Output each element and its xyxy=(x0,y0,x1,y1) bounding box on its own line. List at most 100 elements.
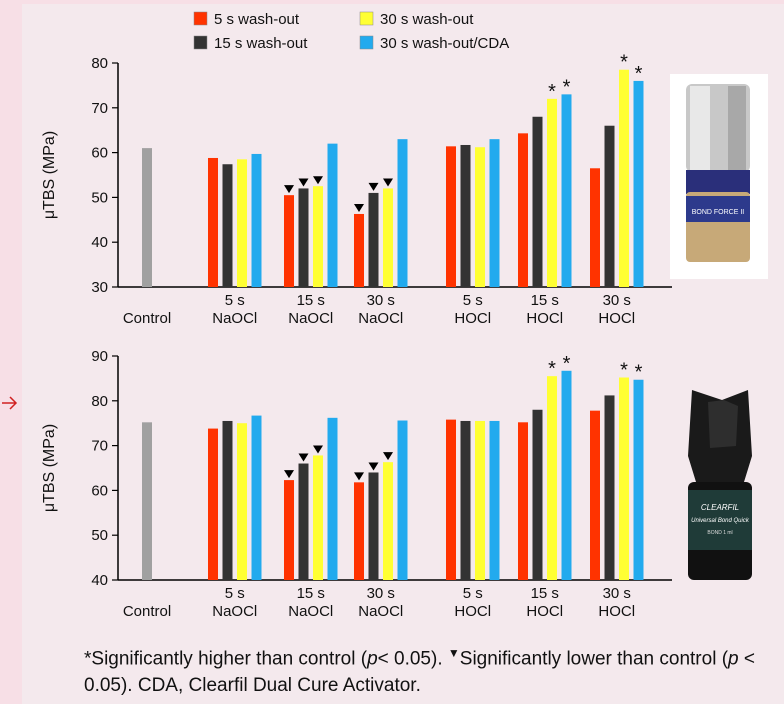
lower-than-control-marker xyxy=(368,182,379,191)
triangle-symbol: ▼ xyxy=(447,646,460,660)
y-axis-label: μTBS (MPa) xyxy=(41,131,58,219)
red-arrow-icon xyxy=(2,396,18,410)
bar xyxy=(489,139,500,287)
bar xyxy=(561,370,572,580)
bar xyxy=(532,116,543,287)
bar-control xyxy=(142,148,152,287)
x-category-label: Control xyxy=(123,603,171,620)
lower-than-control-marker xyxy=(383,178,393,187)
lower-than-control-marker xyxy=(383,452,393,461)
caption-tri-text-2: < 0.05). CDA, Clearfil Dual Cure Activat… xyxy=(84,648,755,697)
y-tick-label: 40 xyxy=(91,572,108,589)
y-tick-label: 90 xyxy=(91,348,108,365)
bar xyxy=(383,188,393,287)
x-category-label-line2: NaOCl xyxy=(288,603,333,620)
bar xyxy=(475,420,485,580)
lower-than-control-marker xyxy=(313,445,323,454)
higher-than-control-marker: * xyxy=(563,76,571,98)
y-tick-label: 60 xyxy=(91,482,108,499)
bar xyxy=(222,164,233,287)
bar xyxy=(475,147,485,287)
x-category-label-line1: 15 s xyxy=(297,292,325,309)
bar xyxy=(633,379,644,580)
x-category-label-line2: NaOCl xyxy=(288,310,333,327)
caption-p: p xyxy=(367,648,378,670)
y-tick-label: 80 xyxy=(91,55,108,72)
lower-than-control-marker xyxy=(298,453,309,462)
bar xyxy=(237,423,247,580)
bar xyxy=(327,143,338,287)
higher-than-control-marker: * xyxy=(635,362,643,384)
bottle-label-line2: Universal Bond Quick xyxy=(691,518,750,524)
caption-star-text: Significantly higher than control ( xyxy=(91,648,368,670)
bar xyxy=(547,98,557,287)
caption-p-2: p xyxy=(728,648,739,670)
caption-star-text-2: < 0.05). xyxy=(377,648,448,670)
y-tick-label: 50 xyxy=(91,527,108,544)
legend-swatch xyxy=(193,35,208,50)
bottle-label-text: BOND FORCE II xyxy=(692,209,745,216)
higher-than-control-marker: * xyxy=(620,360,628,382)
lower-than-control-marker xyxy=(284,185,294,194)
bar xyxy=(208,428,218,580)
bar-control xyxy=(142,422,152,580)
bottle-label-line1: CLEARFIL xyxy=(701,503,739,512)
bar xyxy=(284,480,294,580)
higher-than-control-marker: * xyxy=(620,52,628,74)
x-category-label-line2: HOCl xyxy=(454,603,491,620)
bar xyxy=(532,409,543,580)
higher-than-control-marker: * xyxy=(548,81,556,103)
x-category-label-line1: 5 s xyxy=(463,292,483,309)
legend-label: 5 s wash-out xyxy=(214,11,300,28)
caption-tri-text: Significantly lower than control ( xyxy=(459,648,729,670)
bar xyxy=(284,195,294,287)
y-axis-label: μTBS (MPa) xyxy=(41,424,58,512)
lower-than-control-marker xyxy=(354,203,364,212)
figure-panel: 5 s wash-out 15 s wash-out 30 s wash-out 30… xyxy=(22,4,784,704)
legend-swatch xyxy=(359,11,374,26)
x-category-label-line1: 30 s xyxy=(367,292,395,309)
bar xyxy=(518,133,528,287)
bar xyxy=(547,376,557,580)
higher-than-control-marker: * xyxy=(548,358,556,380)
bar xyxy=(327,417,338,580)
x-category-label-line1: 30 s xyxy=(603,292,631,309)
bar xyxy=(460,144,471,287)
lower-than-control-marker xyxy=(368,462,379,471)
x-category-label-line1: 5 s xyxy=(463,585,483,602)
bar xyxy=(619,69,629,287)
x-category-label-line2: NaOCl xyxy=(212,310,257,327)
x-category-label-line2: NaOCl xyxy=(358,603,403,620)
bar-chart-figure: 5 s wash-out 15 s wash-out 30 s wash-out 30… xyxy=(41,11,672,620)
higher-than-control-marker: * xyxy=(635,63,643,85)
bottle-label-line3: BOND 1 ml xyxy=(707,530,732,536)
bar xyxy=(383,462,393,580)
x-category-label-line2: NaOCl xyxy=(358,310,403,327)
legend-label: 30 s wash-out/CDA xyxy=(380,35,509,52)
bar xyxy=(397,139,408,287)
x-category-label-line1: 15 s xyxy=(531,585,559,602)
bar xyxy=(313,186,323,287)
x-category-label-line2: HOCl xyxy=(598,603,635,620)
lower-than-control-marker xyxy=(313,176,323,185)
higher-than-control-marker: * xyxy=(563,353,571,375)
bar xyxy=(298,463,309,580)
bar xyxy=(460,420,471,580)
x-category-label-line2: HOCl xyxy=(598,310,635,327)
x-category-label-line2: NaOCl xyxy=(212,603,257,620)
lower-than-control-marker xyxy=(298,178,309,187)
legend-label: 15 s wash-out xyxy=(214,35,308,52)
y-tick-label: 70 xyxy=(91,438,108,455)
lower-than-control-marker xyxy=(284,470,294,479)
bar xyxy=(208,157,218,287)
bar xyxy=(518,422,528,580)
bond-force-bottle-image: BOND FORCE II xyxy=(670,74,768,279)
y-tick-label: 70 xyxy=(91,100,108,117)
legend-swatch xyxy=(193,11,208,26)
bar xyxy=(604,125,615,287)
x-category-label-line1: 15 s xyxy=(297,585,325,602)
x-category-label-line1: 5 s xyxy=(225,292,245,309)
bar xyxy=(354,482,364,580)
bar xyxy=(590,168,600,287)
x-category-label-line2: HOCl xyxy=(454,310,491,327)
